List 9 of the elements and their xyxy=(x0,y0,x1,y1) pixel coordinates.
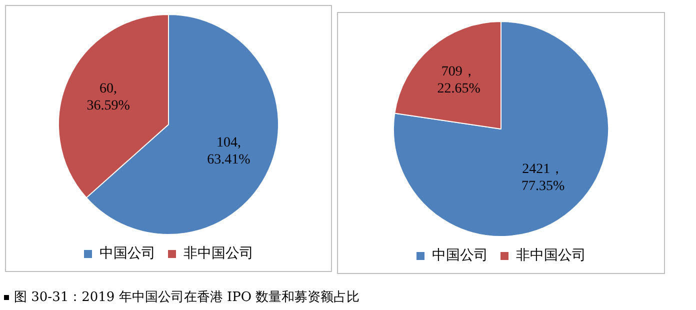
legend-label: 非中国公司 xyxy=(516,248,586,264)
legend-label: 中国公司 xyxy=(100,246,156,262)
data-label: 104, 63.41% xyxy=(207,136,251,168)
data-label: 2421， 77.35% xyxy=(522,162,566,194)
caption: 图 30-31：2019 年中国公司在香港 IPO 数量和募资额占比 xyxy=(14,290,360,305)
data-label: 709， 22.65% xyxy=(437,64,481,96)
legend-label: 非中国公司 xyxy=(184,246,254,262)
data-label: 60, 36.59% xyxy=(86,82,130,114)
legend-label: 中国公司 xyxy=(432,248,488,264)
